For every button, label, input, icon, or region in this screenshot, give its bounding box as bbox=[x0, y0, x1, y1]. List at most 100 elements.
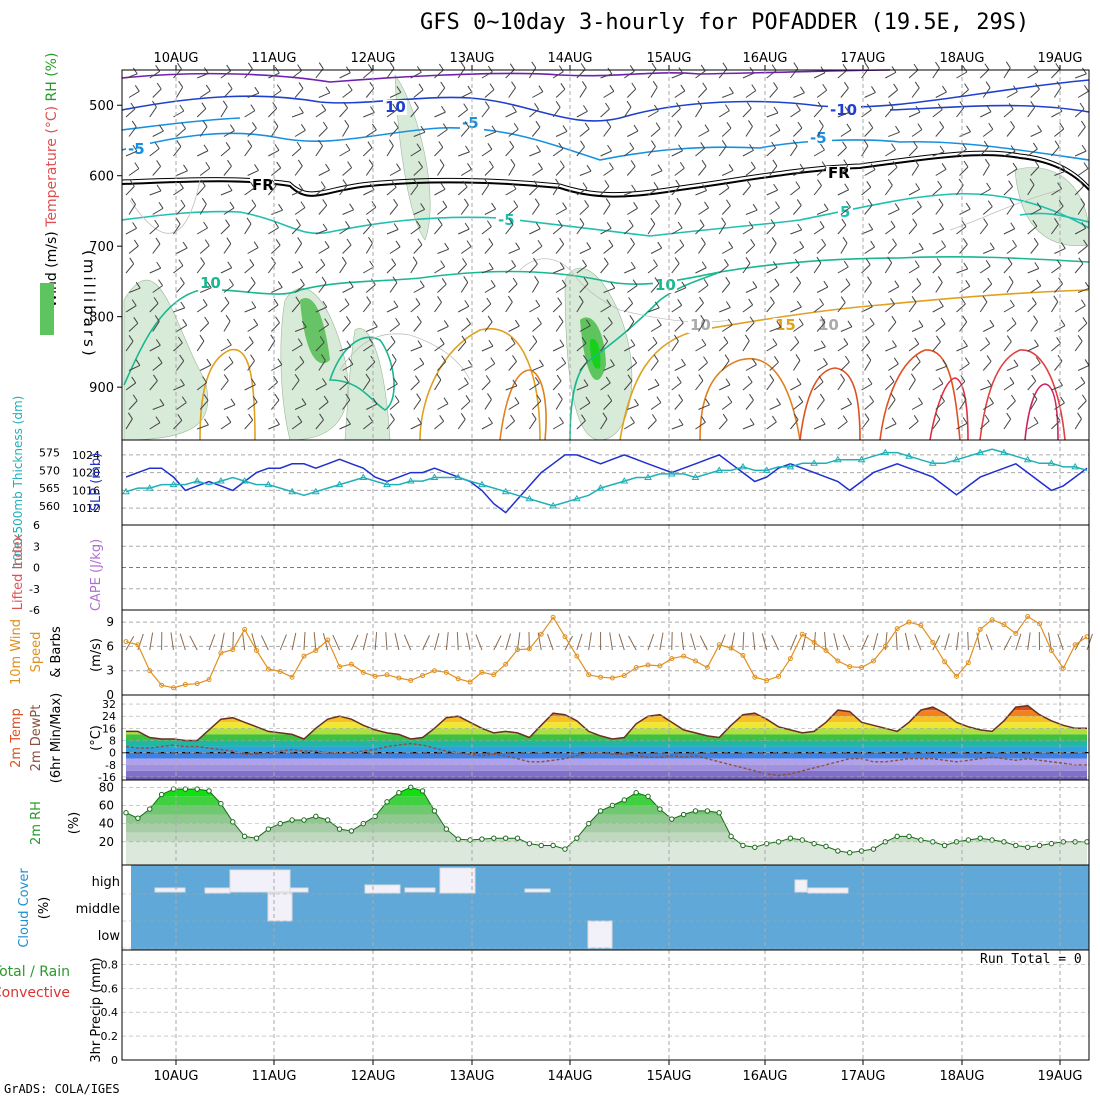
y-tick-label-slp: 1020 bbox=[72, 467, 100, 480]
wind10-barb bbox=[313, 632, 317, 651]
wind10-point bbox=[811, 639, 817, 645]
wind-barb-staff bbox=[1050, 301, 1059, 313]
wind-barb-flag bbox=[1081, 222, 1087, 229]
cloud-ylabel-unit: (%) bbox=[37, 897, 52, 920]
wind-barb-staff bbox=[982, 325, 995, 332]
wind-barb-flag bbox=[609, 85, 615, 92]
wind-barb-flag bbox=[535, 299, 541, 307]
wind-barb-flag bbox=[984, 414, 990, 422]
wind-barb-staff bbox=[626, 88, 637, 98]
wind-barb-flag bbox=[721, 140, 727, 147]
wind-barb-staff bbox=[600, 418, 608, 430]
wind-barb-staff bbox=[199, 364, 212, 371]
wind-barb-staff bbox=[1077, 204, 1086, 215]
rh-point bbox=[906, 833, 912, 840]
wind-barb-flag bbox=[532, 257, 538, 265]
wind-barb-staff bbox=[600, 150, 612, 157]
wind-barb-flag bbox=[513, 123, 519, 130]
wind-barb-flag bbox=[963, 339, 968, 347]
wind-barb-staff bbox=[342, 399, 351, 410]
wind-barb-staff bbox=[152, 88, 162, 98]
wind-barb-staff bbox=[1054, 205, 1064, 215]
wind-barb-flag bbox=[776, 398, 781, 405]
rh-point bbox=[479, 836, 485, 842]
wind-barb-staff bbox=[508, 87, 516, 98]
wind-barb-staff bbox=[932, 151, 945, 157]
wind-barb-staff bbox=[742, 340, 750, 352]
wind-barb-staff bbox=[176, 205, 186, 215]
wind10-point bbox=[182, 681, 188, 687]
wind-barb-flag bbox=[893, 83, 899, 91]
wind-barb-staff bbox=[626, 321, 635, 332]
wind10-point bbox=[455, 676, 461, 682]
wind-barb-flag bbox=[323, 395, 329, 403]
wind-barb-flag bbox=[439, 159, 445, 166]
wind-barb-flag bbox=[248, 336, 254, 343]
wind-barb-flag bbox=[823, 280, 829, 288]
wind-barb-staff bbox=[386, 109, 398, 118]
wind-barb-flag bbox=[559, 339, 565, 347]
wind-barb-flag bbox=[418, 161, 423, 168]
wind-barb-staff bbox=[888, 208, 900, 215]
wind-barb-staff bbox=[721, 360, 730, 371]
wind-barb-flag bbox=[227, 261, 233, 269]
wind-barb-staff bbox=[173, 307, 185, 313]
wind-barb-flag bbox=[1008, 180, 1013, 187]
wind-barb-staff bbox=[766, 112, 779, 118]
contour-label: -10 bbox=[830, 101, 857, 119]
wind-barb-staff bbox=[600, 73, 613, 79]
wind-barb-flag bbox=[867, 198, 873, 206]
wind-barb-staff bbox=[386, 306, 399, 313]
wind-barb-staff bbox=[271, 209, 283, 215]
contour-label-bg bbox=[828, 103, 861, 118]
wind-barb-flag bbox=[1079, 102, 1085, 110]
wind-barb-staff bbox=[1030, 285, 1042, 293]
wind-barb-staff bbox=[552, 106, 561, 118]
wind10-barb bbox=[303, 632, 306, 651]
x-bottom-tick-label: 11AUG bbox=[251, 1069, 296, 1084]
contour-line bbox=[419, 327, 541, 441]
wind-barb-staff bbox=[125, 340, 134, 352]
wind-barb-flag bbox=[746, 102, 752, 109]
wind-barb-staff bbox=[1077, 90, 1089, 98]
wind-barb-flag bbox=[698, 374, 704, 381]
wind-barb-flag bbox=[700, 237, 706, 244]
wind10-point bbox=[325, 637, 331, 643]
wind-barb-staff bbox=[600, 340, 609, 352]
wind-barb-staff bbox=[362, 147, 373, 157]
wind-barb-flag bbox=[131, 299, 137, 306]
wind10-barb bbox=[242, 632, 246, 651]
wind-barb-flag bbox=[392, 103, 398, 111]
rh-point bbox=[206, 788, 212, 794]
wind-barb-staff bbox=[529, 228, 541, 235]
wind-barb-flag bbox=[538, 85, 544, 92]
wind-barb-staff bbox=[1006, 281, 1014, 293]
wind-barb-flag bbox=[537, 240, 543, 247]
contour-line bbox=[121, 117, 241, 131]
wind-barb-staff bbox=[1027, 380, 1037, 391]
wind-barb-staff bbox=[864, 401, 874, 410]
wind-barb-staff bbox=[935, 323, 946, 332]
wind-barb-staff bbox=[1006, 91, 1018, 98]
grads-credit: GrADS: COLA/IGES bbox=[4, 1082, 120, 1096]
wind-barb-staff bbox=[1030, 243, 1039, 254]
wind-barb-flag bbox=[536, 394, 542, 402]
wind-barb-flag bbox=[840, 296, 846, 303]
wind-barb-staff bbox=[816, 209, 829, 215]
wind10-line bbox=[125, 615, 1088, 689]
wind-barb-staff bbox=[983, 248, 995, 254]
wind-barb-staff bbox=[816, 399, 825, 410]
wind-barb-staff bbox=[125, 418, 133, 430]
wind-barb-staff bbox=[674, 287, 686, 293]
wind-barb-flag bbox=[941, 240, 947, 247]
wind10-barb bbox=[466, 632, 471, 651]
wind-barb-staff bbox=[956, 226, 967, 235]
wind-barb-flag bbox=[962, 238, 968, 245]
wind-barb-staff bbox=[196, 185, 206, 196]
wind-barb-flag bbox=[156, 261, 162, 269]
wind-barb-flag bbox=[870, 240, 876, 248]
wind-barb-staff bbox=[339, 262, 347, 274]
wind-barb-staff bbox=[508, 248, 520, 254]
wind-barb-staff bbox=[1074, 227, 1086, 235]
wind-barb-staff bbox=[837, 112, 850, 118]
